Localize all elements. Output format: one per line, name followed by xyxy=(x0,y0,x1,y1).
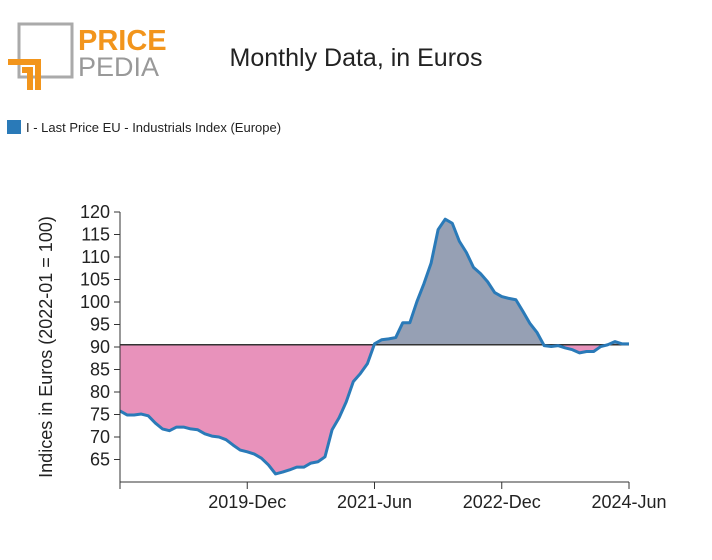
y-tick-label: 80 xyxy=(90,382,110,402)
logo-mark xyxy=(8,59,41,90)
y-tick-label: 110 xyxy=(81,247,110,267)
y-tick-label: 115 xyxy=(81,225,110,245)
y-axis-label: Indices in Euros (2022-01 = 100) xyxy=(36,216,56,478)
logo-frame xyxy=(17,22,74,79)
x-tick-label: 2019-Dec xyxy=(208,492,286,512)
y-tick-label: 85 xyxy=(90,360,110,380)
chart-title: Monthly Data, in Euros xyxy=(230,44,483,72)
y-tick-label: 75 xyxy=(90,405,110,425)
legend-swatch xyxy=(7,120,21,134)
legend-label: I - Last Price EU - Industrials Index (E… xyxy=(26,120,281,135)
logo-text: PEDIA xyxy=(78,52,159,82)
x-tick-label: 2021-Jun xyxy=(337,492,412,512)
x-tick-label: 2022-Dec xyxy=(463,492,541,512)
area-above xyxy=(120,219,629,345)
y-tick-label: 65 xyxy=(90,450,110,470)
y-tick-label: 70 xyxy=(90,427,110,447)
line xyxy=(119,217,629,476)
x-tick-label: 2024-Jun xyxy=(591,492,666,512)
logo: PRICE PEDIA xyxy=(8,22,167,90)
y-tick-label: 95 xyxy=(90,315,110,335)
y-tick-label: 105 xyxy=(80,270,110,290)
y-tick-label: 90 xyxy=(90,337,110,357)
y-tick-label: 120 xyxy=(80,202,110,222)
logo-text: PRICE xyxy=(78,25,167,57)
area-below xyxy=(120,344,629,474)
y-tick-label: 100 xyxy=(80,292,110,312)
